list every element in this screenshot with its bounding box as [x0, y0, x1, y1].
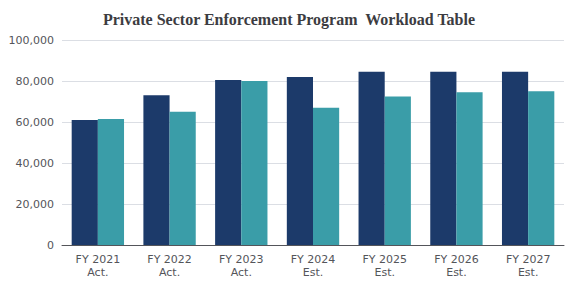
svg-text:Act.: Act.	[87, 266, 108, 279]
svg-text:60,000: 60,000	[16, 116, 55, 129]
svg-text:Act.: Act.	[159, 266, 180, 279]
svg-text:Est.: Est.	[303, 266, 324, 279]
svg-text:FY 2021: FY 2021	[76, 253, 121, 266]
svg-text:FY 2024: FY 2024	[291, 253, 336, 266]
svg-text:Private Sector Enforcement Pro: Private Sector Enforcement Program Workl…	[103, 11, 475, 29]
svg-text:Est.: Est.	[518, 266, 539, 279]
svg-text:FY 2026: FY 2026	[434, 253, 479, 266]
svg-text:80,000: 80,000	[16, 75, 55, 88]
svg-text:100,000: 100,000	[9, 34, 55, 47]
svg-text:40,000: 40,000	[16, 157, 55, 170]
svg-text:0: 0	[47, 239, 54, 252]
svg-text:FY 2023: FY 2023	[219, 253, 264, 266]
svg-text:20,000: 20,000	[16, 198, 55, 211]
svg-text:Act.: Act.	[231, 266, 252, 279]
svg-text:Est.: Est.	[374, 266, 395, 279]
svg-text:Est.: Est.	[446, 266, 467, 279]
svg-text:FY 2027: FY 2027	[506, 253, 551, 266]
svg-text:FY 2025: FY 2025	[362, 253, 407, 266]
svg-text:FY 2022: FY 2022	[147, 253, 192, 266]
